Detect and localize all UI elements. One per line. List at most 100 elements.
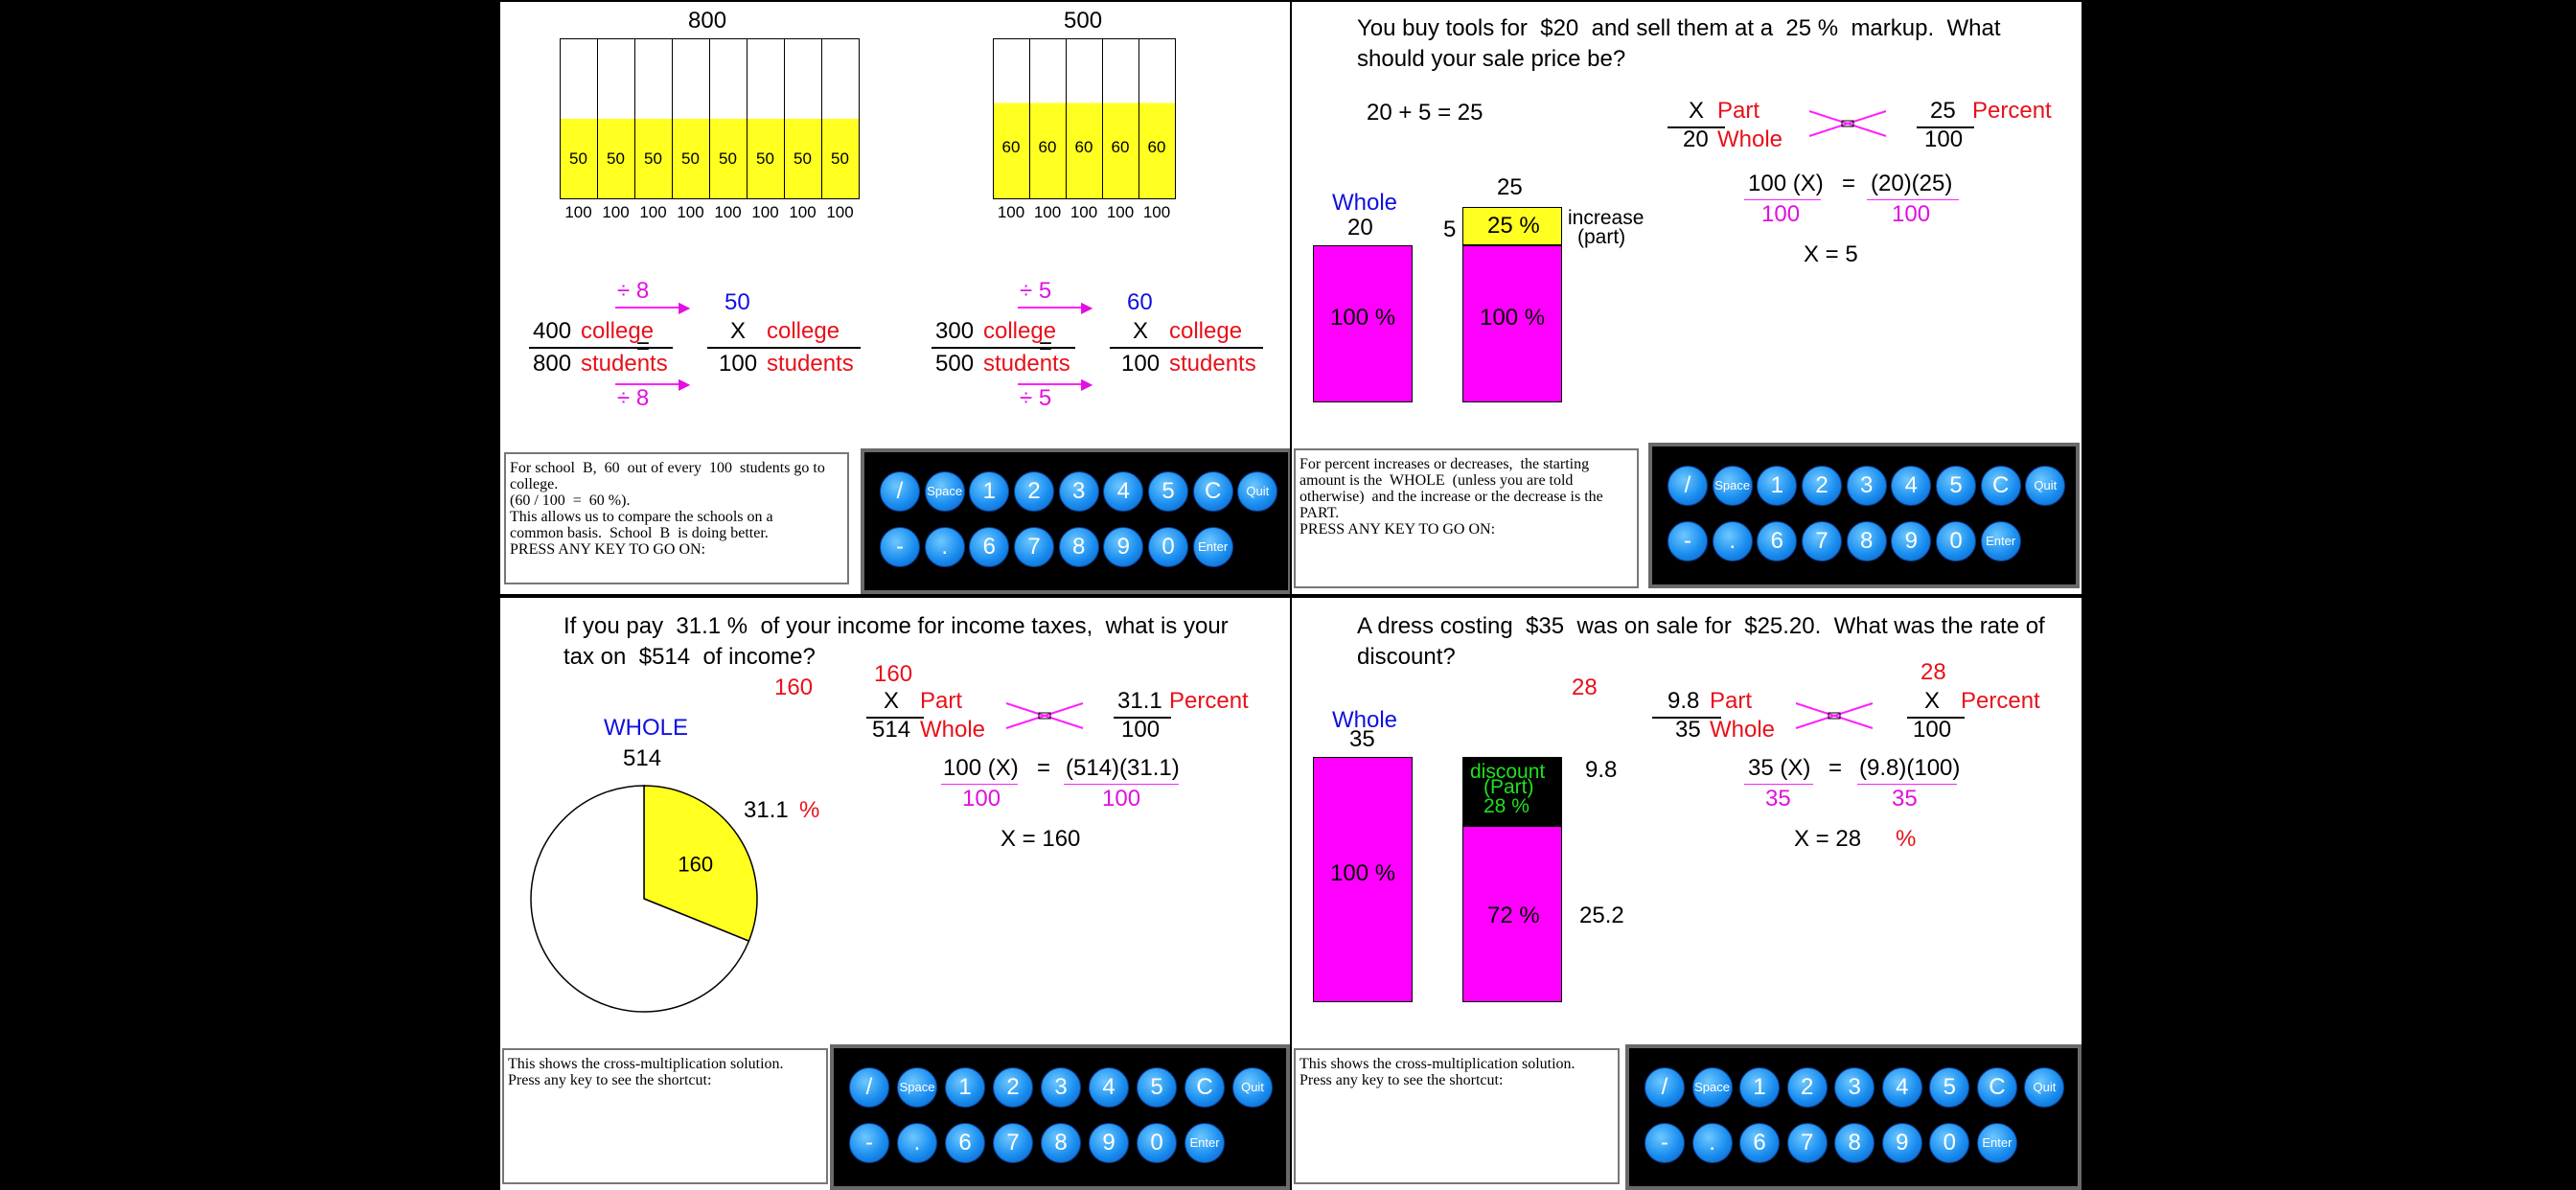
den2-a-label: students (767, 351, 854, 377)
key-space-button[interactable]: Space (924, 471, 965, 512)
key-8-button[interactable]: 8 (1058, 527, 1099, 567)
key-1-button[interactable]: 1 (1739, 1067, 1781, 1108)
key-6-button[interactable]: 6 (945, 1123, 985, 1163)
key--button[interactable]: / (1644, 1067, 1685, 1108)
key-1-button[interactable]: 1 (945, 1067, 985, 1108)
key-2-button[interactable]: 2 (1014, 471, 1054, 512)
key-0-button[interactable]: 0 (1936, 521, 1976, 561)
sum-text: 20 + 5 = 25 (1367, 100, 1484, 126)
key-c-button[interactable]: C (1976, 1067, 2017, 1108)
answer-b: 60 (1127, 289, 1153, 315)
key--button[interactable]: - (1668, 521, 1708, 561)
key-c-button[interactable]: C (1192, 471, 1233, 512)
key-5-button[interactable]: 5 (1929, 1067, 1970, 1108)
cross-multiply-icon (1005, 702, 1084, 729)
key-enter-button[interactable]: Enter (1184, 1123, 1225, 1163)
key-quit-button[interactable]: Quit (2025, 466, 2066, 506)
key-3-button[interactable]: 3 (1041, 1067, 1081, 1108)
key-1-button[interactable]: 1 (969, 471, 1010, 512)
key-8-button[interactable]: 8 (1846, 521, 1887, 561)
key-7-button[interactable]: 7 (1014, 527, 1054, 567)
key-2-button[interactable]: 2 (993, 1067, 1033, 1108)
bar-bottom-label: 100 (997, 203, 1025, 221)
key-9-button[interactable]: 9 (1881, 1123, 1922, 1163)
key-c-button[interactable]: C (1980, 466, 2021, 506)
key--button[interactable]: / (1668, 466, 1708, 506)
key-9-button[interactable]: 9 (1891, 521, 1932, 561)
key-2-button[interactable]: 2 (1802, 466, 1842, 506)
den2-b: 100 (1121, 351, 1161, 377)
result-pct: % (1896, 826, 1917, 852)
key-quit-button[interactable]: Quit (1232, 1067, 1273, 1108)
key-6-button[interactable]: 6 (969, 527, 1010, 567)
key-3-button[interactable]: 3 (1846, 466, 1887, 506)
key-enter-button[interactable]: Enter (1980, 521, 2021, 561)
panel-markup: You buy tools for $20 and sell them at a… (1292, 2, 2082, 594)
bar-cell (1066, 38, 1103, 199)
key--button[interactable]: / (849, 1067, 889, 1108)
key-5-button[interactable]: 5 (1936, 466, 1976, 506)
key--button[interactable]: - (880, 527, 920, 567)
key-c-button[interactable]: C (1184, 1067, 1225, 1108)
div-bottom-a: ÷ 8 (617, 385, 650, 411)
key-0-button[interactable]: 0 (1148, 527, 1188, 567)
num-a: 400 (533, 318, 572, 344)
key-6-button[interactable]: 6 (1739, 1123, 1781, 1163)
key--button[interactable]: - (1644, 1123, 1685, 1163)
key-7-button[interactable]: 7 (993, 1123, 1033, 1163)
key--button[interactable]: - (849, 1123, 889, 1163)
key-enter-button[interactable]: Enter (1976, 1123, 2017, 1163)
key-space-button[interactable]: Space (1691, 1067, 1733, 1108)
base-bar (1462, 245, 1562, 402)
keypad: / Space 1 2 3 4 5 C Quit -. 6 7 8 9 0 Enter (1648, 443, 2080, 588)
bar-bottom-label: 100 (1106, 203, 1135, 221)
key-8-button[interactable]: 8 (1834, 1123, 1875, 1163)
key-2-button[interactable]: 2 (1786, 1067, 1828, 1108)
key--button[interactable]: . (1691, 1123, 1733, 1163)
key-3-button[interactable]: 3 (1834, 1067, 1875, 1108)
result: X = 160 (1000, 826, 1081, 852)
num-b: 300 (935, 318, 975, 344)
discount-line-2: (Part) (1484, 776, 1534, 798)
key-4-button[interactable]: 4 (1891, 466, 1932, 506)
key-4-button[interactable]: 4 (1089, 1067, 1129, 1108)
key-7-button[interactable]: 7 (1802, 521, 1842, 561)
key--button[interactable]: / (880, 471, 920, 512)
whole-value: 514 (623, 745, 662, 771)
eq-right-den: 100 (1102, 786, 1141, 812)
key-8-button[interactable]: 8 (1041, 1123, 1081, 1163)
key-quit-button[interactable]: Quit (1237, 471, 1278, 512)
key--button[interactable]: . (924, 527, 965, 567)
key-enter-button[interactable]: Enter (1192, 527, 1233, 567)
key--button[interactable]: . (1712, 521, 1753, 561)
key-space-button[interactable]: Space (897, 1067, 937, 1108)
frac1-line (1668, 126, 1725, 128)
key-quit-button[interactable]: Quit (2024, 1067, 2065, 1108)
key-5-button[interactable]: 5 (1148, 471, 1188, 512)
key-space-button[interactable]: Space (1712, 466, 1753, 506)
key--button[interactable]: . (897, 1123, 937, 1163)
bar-bottom-label: 100 (714, 203, 742, 221)
result: X = 5 (1804, 241, 1858, 267)
key-9-button[interactable]: 9 (1089, 1123, 1129, 1163)
key-3-button[interactable]: 3 (1058, 471, 1099, 512)
key-9-button[interactable]: 9 (1103, 527, 1144, 567)
key-0-button[interactable]: 0 (1137, 1123, 1177, 1163)
key-0-button[interactable]: 0 (1929, 1123, 1970, 1163)
eq-right-line (1857, 784, 1957, 785)
frac2-top: X (1924, 688, 1941, 714)
key-7-button[interactable]: 7 (1786, 1123, 1828, 1163)
key-6-button[interactable]: 6 (1757, 521, 1798, 561)
bar-cell-label: 50 (719, 149, 737, 168)
key-1-button[interactable]: 1 (1757, 466, 1798, 506)
key-5-button[interactable]: 5 (1137, 1067, 1177, 1108)
side-25-2: 25.2 (1579, 903, 1624, 928)
key-4-button[interactable]: 4 (1103, 471, 1144, 512)
key-4-button[interactable]: 4 (1881, 1067, 1922, 1108)
bar-cell (1029, 38, 1067, 199)
whole-value: 20 (1347, 215, 1373, 240)
whole-label: WHOLE (604, 715, 689, 741)
bar-cell (672, 38, 710, 199)
cross-multiply-icon (1808, 110, 1887, 137)
bar-a: 50 100 50 100 50 100 50 100 50 100 50 100 50 100 50 100 (560, 38, 860, 226)
